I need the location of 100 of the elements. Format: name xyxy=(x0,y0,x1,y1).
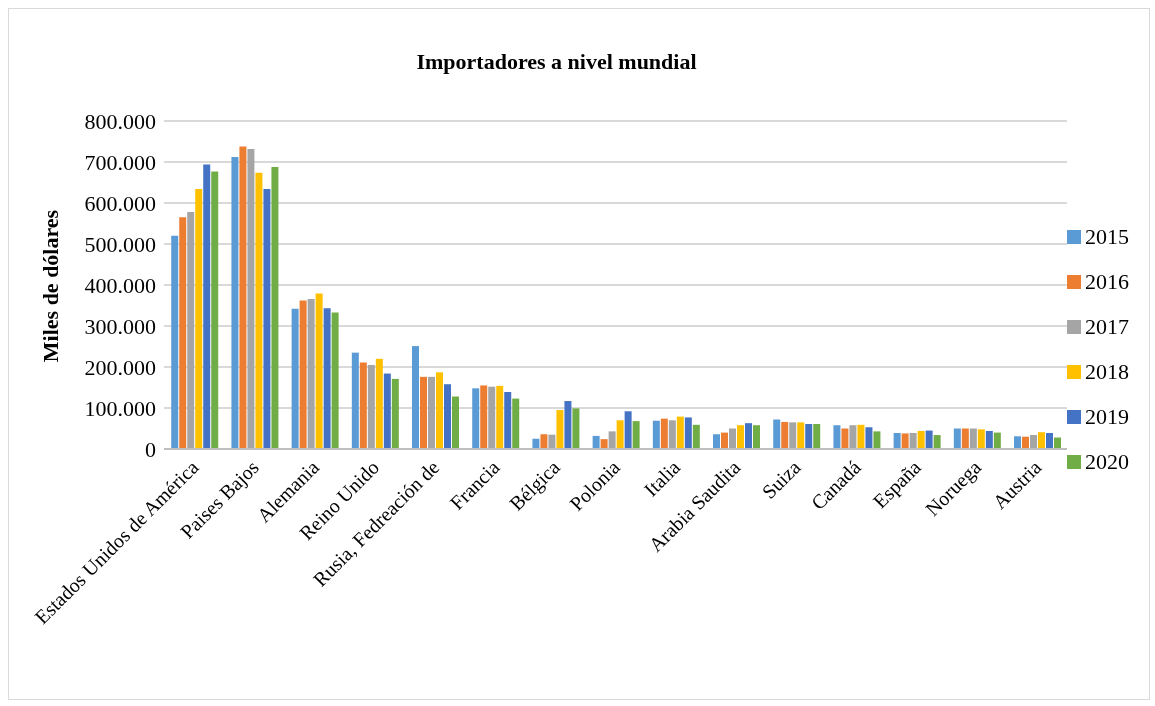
bar xyxy=(789,422,797,449)
y-tick-label: 0 xyxy=(145,436,156,462)
bar xyxy=(572,408,580,449)
bar xyxy=(993,432,1001,449)
bar xyxy=(391,378,399,449)
bar xyxy=(873,431,881,449)
bar xyxy=(652,420,660,449)
bar xyxy=(901,433,909,449)
bar xyxy=(985,430,993,449)
chart-title: Importadores a nivel mundial xyxy=(415,49,698,75)
bar xyxy=(299,300,307,449)
bar xyxy=(488,386,496,449)
bar xyxy=(203,164,211,449)
y-tick-label: 300.000 xyxy=(84,313,156,339)
bar xyxy=(412,346,420,449)
bar xyxy=(773,419,781,449)
bar xyxy=(444,384,452,449)
legend-label: 2016 xyxy=(1085,268,1129,295)
bar xyxy=(548,434,556,449)
bar xyxy=(556,410,564,449)
bar xyxy=(331,312,339,449)
bar xyxy=(616,420,624,449)
bar xyxy=(729,428,737,449)
bar xyxy=(271,166,279,449)
bar xyxy=(676,416,684,449)
y-axis-title: Miles de dólares xyxy=(38,209,64,363)
legend-label: 2015 xyxy=(1085,223,1129,250)
bar xyxy=(187,212,195,449)
bar xyxy=(668,420,676,449)
y-tick-label: 500.000 xyxy=(84,231,156,257)
bar xyxy=(472,388,480,449)
bar xyxy=(865,427,873,449)
bar xyxy=(315,293,323,449)
bar xyxy=(383,373,391,449)
bar xyxy=(833,425,841,449)
bar xyxy=(849,425,857,449)
legend-label: 2020 xyxy=(1085,448,1129,475)
bar xyxy=(977,429,985,449)
bar xyxy=(933,435,941,449)
bar xyxy=(660,418,668,449)
bar xyxy=(375,358,383,449)
bar xyxy=(781,421,789,449)
bar xyxy=(632,421,640,449)
bar xyxy=(608,431,616,449)
bar xyxy=(745,423,753,449)
bar xyxy=(428,376,436,449)
bar xyxy=(452,396,460,449)
bar xyxy=(307,298,315,449)
bar xyxy=(592,435,600,449)
bar xyxy=(255,172,263,449)
bar xyxy=(1038,432,1046,449)
y-tick-label: 400.000 xyxy=(84,272,156,298)
y-tick-label: 600.000 xyxy=(84,190,156,216)
bar xyxy=(917,430,925,449)
bar xyxy=(953,428,961,449)
bar xyxy=(211,171,219,449)
bar xyxy=(540,434,548,449)
y-tick-label: 200.000 xyxy=(84,354,156,380)
bar xyxy=(684,417,692,449)
bar xyxy=(961,428,969,449)
bar xyxy=(1014,436,1022,449)
bar xyxy=(239,146,247,449)
bar xyxy=(624,411,632,449)
bar xyxy=(564,401,572,449)
y-tick-label: 700.000 xyxy=(84,149,156,175)
bar xyxy=(263,189,271,449)
bar xyxy=(195,189,203,449)
bar xyxy=(480,385,488,449)
bar xyxy=(925,430,933,449)
legend-label: 2017 xyxy=(1085,313,1129,340)
bar xyxy=(909,433,917,449)
bar xyxy=(351,352,359,449)
y-tick-label: 100.000 xyxy=(84,395,156,421)
bar xyxy=(753,425,761,449)
bar xyxy=(496,385,504,449)
bar xyxy=(231,157,239,449)
y-tick-label: 800.000 xyxy=(84,108,156,134)
bar xyxy=(713,434,721,449)
bar xyxy=(171,235,179,449)
bar xyxy=(857,424,865,449)
bar xyxy=(247,148,255,449)
bar xyxy=(436,372,444,449)
bar xyxy=(969,428,977,449)
bar xyxy=(420,376,428,449)
bar xyxy=(721,432,729,449)
legend-label: 2018 xyxy=(1085,358,1129,385)
bar xyxy=(692,424,700,449)
bar xyxy=(797,422,805,449)
bar xyxy=(504,392,512,449)
bar xyxy=(323,308,331,449)
bar xyxy=(1022,436,1030,449)
bar xyxy=(841,428,849,449)
legend-label: 2019 xyxy=(1085,403,1129,430)
bar xyxy=(367,364,375,449)
bar xyxy=(737,425,745,449)
bar xyxy=(179,217,187,449)
bar xyxy=(359,362,367,449)
bar xyxy=(291,308,299,449)
x-tick-label: Italia xyxy=(639,455,685,501)
bar xyxy=(1030,435,1038,449)
